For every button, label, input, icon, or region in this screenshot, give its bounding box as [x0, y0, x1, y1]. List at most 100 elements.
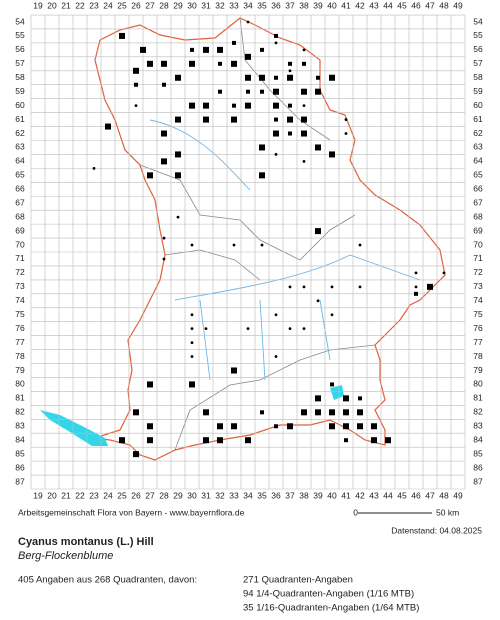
- row-label: 59: [473, 86, 483, 96]
- sixteenth-dot: [190, 327, 194, 331]
- sixteenth-dot: [414, 285, 418, 289]
- row-label: 77: [15, 337, 25, 347]
- row-label: 61: [15, 114, 25, 124]
- quarter-square: [330, 382, 334, 387]
- quadrant-square: [147, 60, 153, 67]
- row-label: 55: [15, 30, 25, 40]
- quadrant-square: [231, 116, 237, 123]
- quadrant-square: [203, 437, 209, 444]
- sixteenth-dot: [92, 166, 96, 170]
- column-label: 46: [411, 490, 421, 500]
- quadrant-square: [217, 423, 223, 430]
- column-label: 25: [117, 0, 127, 10]
- column-label: 40: [327, 490, 337, 500]
- sixteenth-dot: [162, 257, 166, 261]
- row-label: 81: [473, 393, 483, 403]
- column-label: 31: [201, 0, 211, 10]
- quadrant-square: [119, 437, 125, 444]
- quadrant-square: [231, 60, 237, 67]
- column-label: 39: [313, 490, 323, 500]
- row-label: 73: [473, 281, 483, 291]
- sixteenth-dot: [274, 313, 278, 317]
- row-label: 64: [15, 156, 25, 166]
- quarter-square: [358, 396, 362, 401]
- row-label: 87: [15, 476, 25, 486]
- row-label: 59: [15, 86, 25, 96]
- sixteenth-dot: [442, 271, 446, 275]
- column-label: 33: [229, 0, 239, 10]
- row-label: 62: [15, 128, 25, 138]
- column-label: 47: [425, 0, 435, 10]
- scale-start: 0: [353, 507, 358, 517]
- sixteenth-dot: [302, 48, 306, 52]
- row-label: 82: [15, 407, 25, 417]
- quadrant-square: [161, 130, 167, 137]
- row-label: 56: [473, 44, 483, 54]
- row-label: 57: [473, 58, 483, 68]
- row-label: 86: [473, 462, 483, 472]
- quadrant-square: [259, 144, 265, 151]
- quarter-square: [232, 103, 236, 108]
- sixteenth-dot: [190, 243, 194, 247]
- row-label: 58: [473, 72, 483, 82]
- quadrant-square: [203, 102, 209, 109]
- quarter-square: [274, 424, 278, 429]
- sixteenth-dot: [246, 327, 250, 331]
- column-label: 19: [33, 490, 43, 500]
- quadrant-square: [119, 32, 125, 39]
- column-label: 30: [187, 490, 197, 500]
- quadrant-square: [427, 283, 433, 290]
- breakdown: 271 Quadranten-Angaben: [243, 575, 353, 586]
- column-label: 48: [439, 0, 449, 10]
- quadrant-square: [175, 172, 181, 179]
- sixteenth-dot: [204, 327, 208, 331]
- row-label: 60: [473, 100, 483, 110]
- column-label: 30: [187, 0, 197, 10]
- quadrant-square: [161, 158, 167, 165]
- quadrant-square: [133, 67, 139, 74]
- column-label: 49: [453, 0, 463, 10]
- row-label: 83: [15, 421, 25, 431]
- column-label: 32: [215, 0, 225, 10]
- row-label: 63: [15, 142, 25, 152]
- column-label: 28: [159, 490, 169, 500]
- quadrant-square: [287, 74, 293, 81]
- quarter-square: [134, 82, 138, 87]
- quadrant-square: [259, 74, 265, 81]
- column-label: 38: [299, 490, 309, 500]
- quadrant-square: [203, 409, 209, 416]
- district-lines: [139, 17, 376, 451]
- quadrant-square: [203, 116, 209, 123]
- quarter-square: [260, 89, 264, 94]
- row-label: 65: [15, 170, 25, 180]
- sixteenth-dot: [162, 236, 166, 240]
- row-label: 57: [15, 58, 25, 68]
- quadrant-square: [231, 423, 237, 430]
- quadrant-square: [343, 409, 349, 416]
- column-label: 37: [285, 0, 295, 10]
- sixteenth-dot: [330, 313, 334, 317]
- row-label: 67: [15, 197, 25, 207]
- row-label: 74: [15, 295, 25, 305]
- column-label: 46: [411, 0, 421, 10]
- quadrant-square: [189, 60, 195, 67]
- sixteenth-dot: [274, 41, 278, 45]
- quadrant-square: [245, 102, 251, 109]
- sixteenth-dot: [274, 153, 278, 156]
- quarter-square: [246, 89, 250, 94]
- quadrant-square: [371, 437, 377, 444]
- credit: Arbeitsgemeinschaft Flora von Bayern - w…: [18, 507, 245, 517]
- column-label: 31: [201, 490, 211, 500]
- quadrant-square: [315, 395, 321, 402]
- quadrant-square: [175, 151, 181, 158]
- row-label: 76: [15, 323, 25, 333]
- quarter-square: [288, 131, 292, 136]
- quadrant-square: [245, 53, 251, 60]
- row-label: 54: [15, 16, 25, 26]
- row-label: 84: [473, 434, 483, 444]
- quadrant-square: [273, 130, 279, 137]
- quadrant-square: [189, 102, 195, 109]
- column-label: 27: [145, 490, 155, 500]
- row-label: 55: [473, 30, 483, 40]
- rivers: [149, 119, 421, 381]
